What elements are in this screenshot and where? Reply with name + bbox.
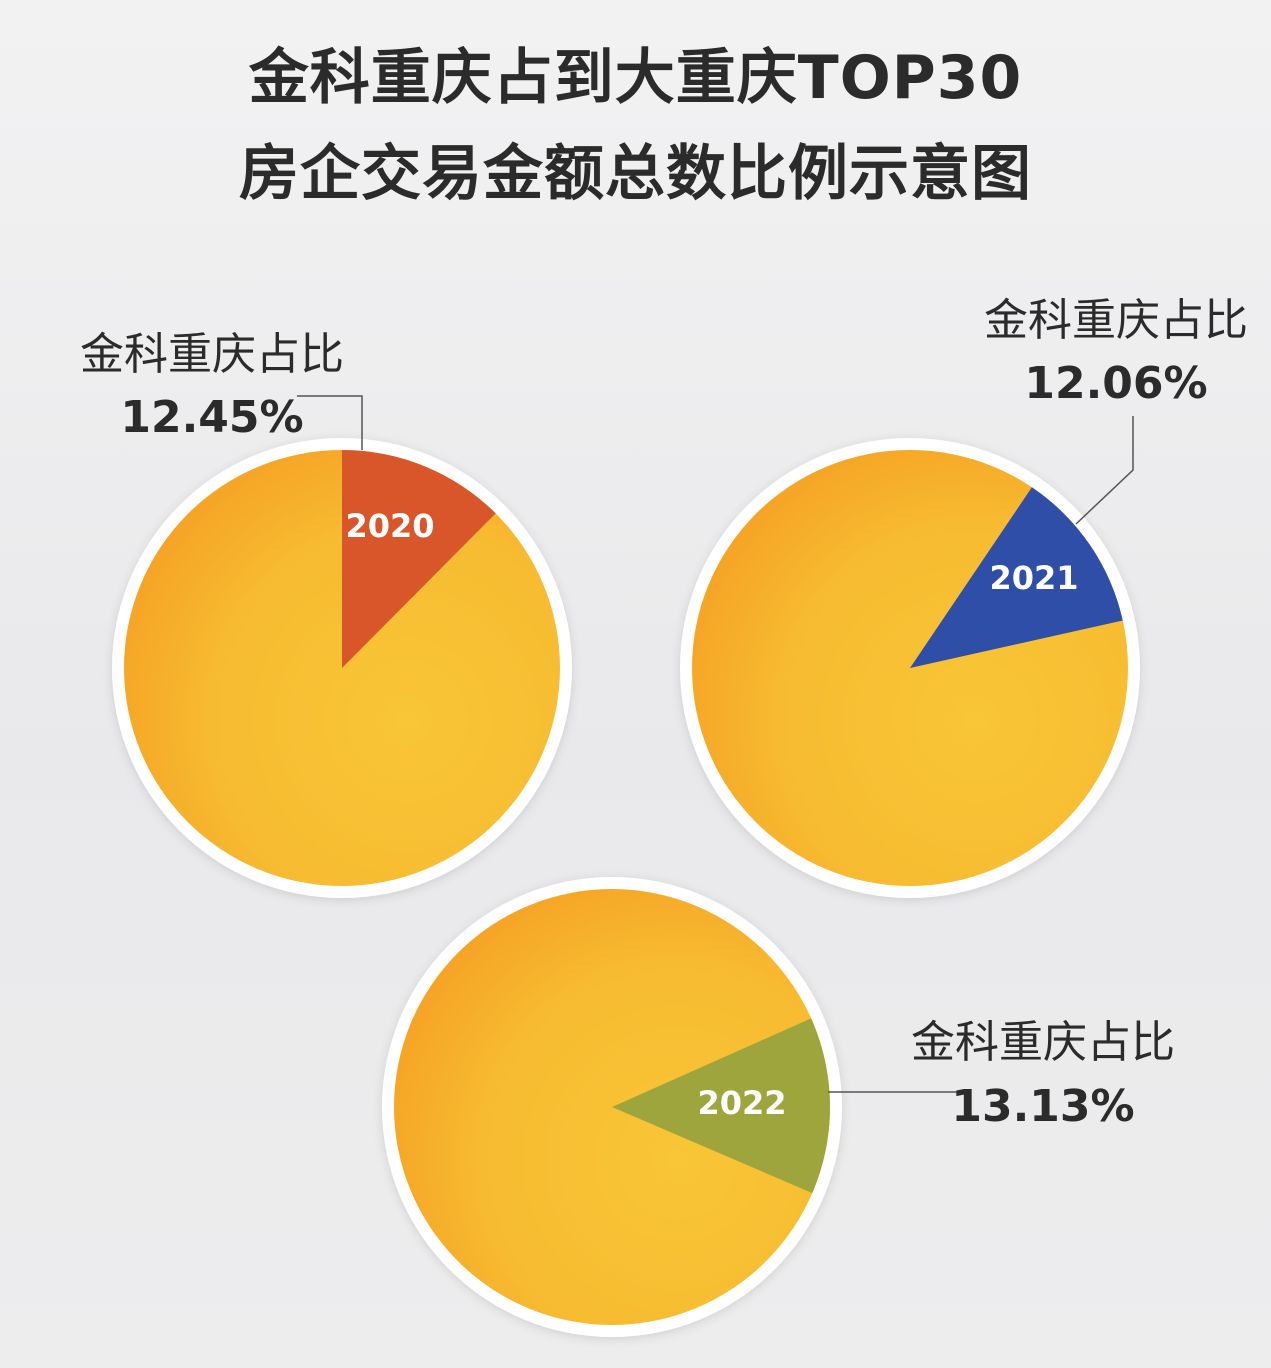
pie-year-label: 2020	[345, 507, 434, 545]
share-value-label: 12.45%	[120, 392, 303, 443]
pie-chart-2022: 2022 金科重庆占比 13.13%	[382, 877, 1175, 1337]
pie-year-label: 2022	[697, 1084, 786, 1122]
pie-chart-2021: 2021 金科重庆占比 12.06%	[680, 295, 1248, 898]
share-value-label: 12.06%	[1024, 358, 1207, 409]
share-label: 金科重庆占比	[984, 295, 1248, 346]
pie-slice-share	[342, 450, 496, 668]
pie-slice-share	[910, 487, 1123, 668]
pie-slice-share	[612, 1018, 830, 1194]
share-value-label: 13.13%	[951, 1081, 1134, 1132]
leader-line	[297, 395, 363, 450]
chart-title-line-2: 房企交易金额总数比例示意图	[239, 139, 1032, 209]
chart-title-line-1: 金科重庆占到大重庆TOP30	[248, 43, 1023, 113]
pie-chart-2020: 2020 金科重庆占比 12.45%	[80, 329, 572, 898]
pie-year-label: 2021	[989, 559, 1078, 597]
share-label: 金科重庆占比	[80, 329, 344, 380]
share-label: 金科重庆占比	[911, 1017, 1175, 1068]
leader-line	[1075, 416, 1134, 525]
